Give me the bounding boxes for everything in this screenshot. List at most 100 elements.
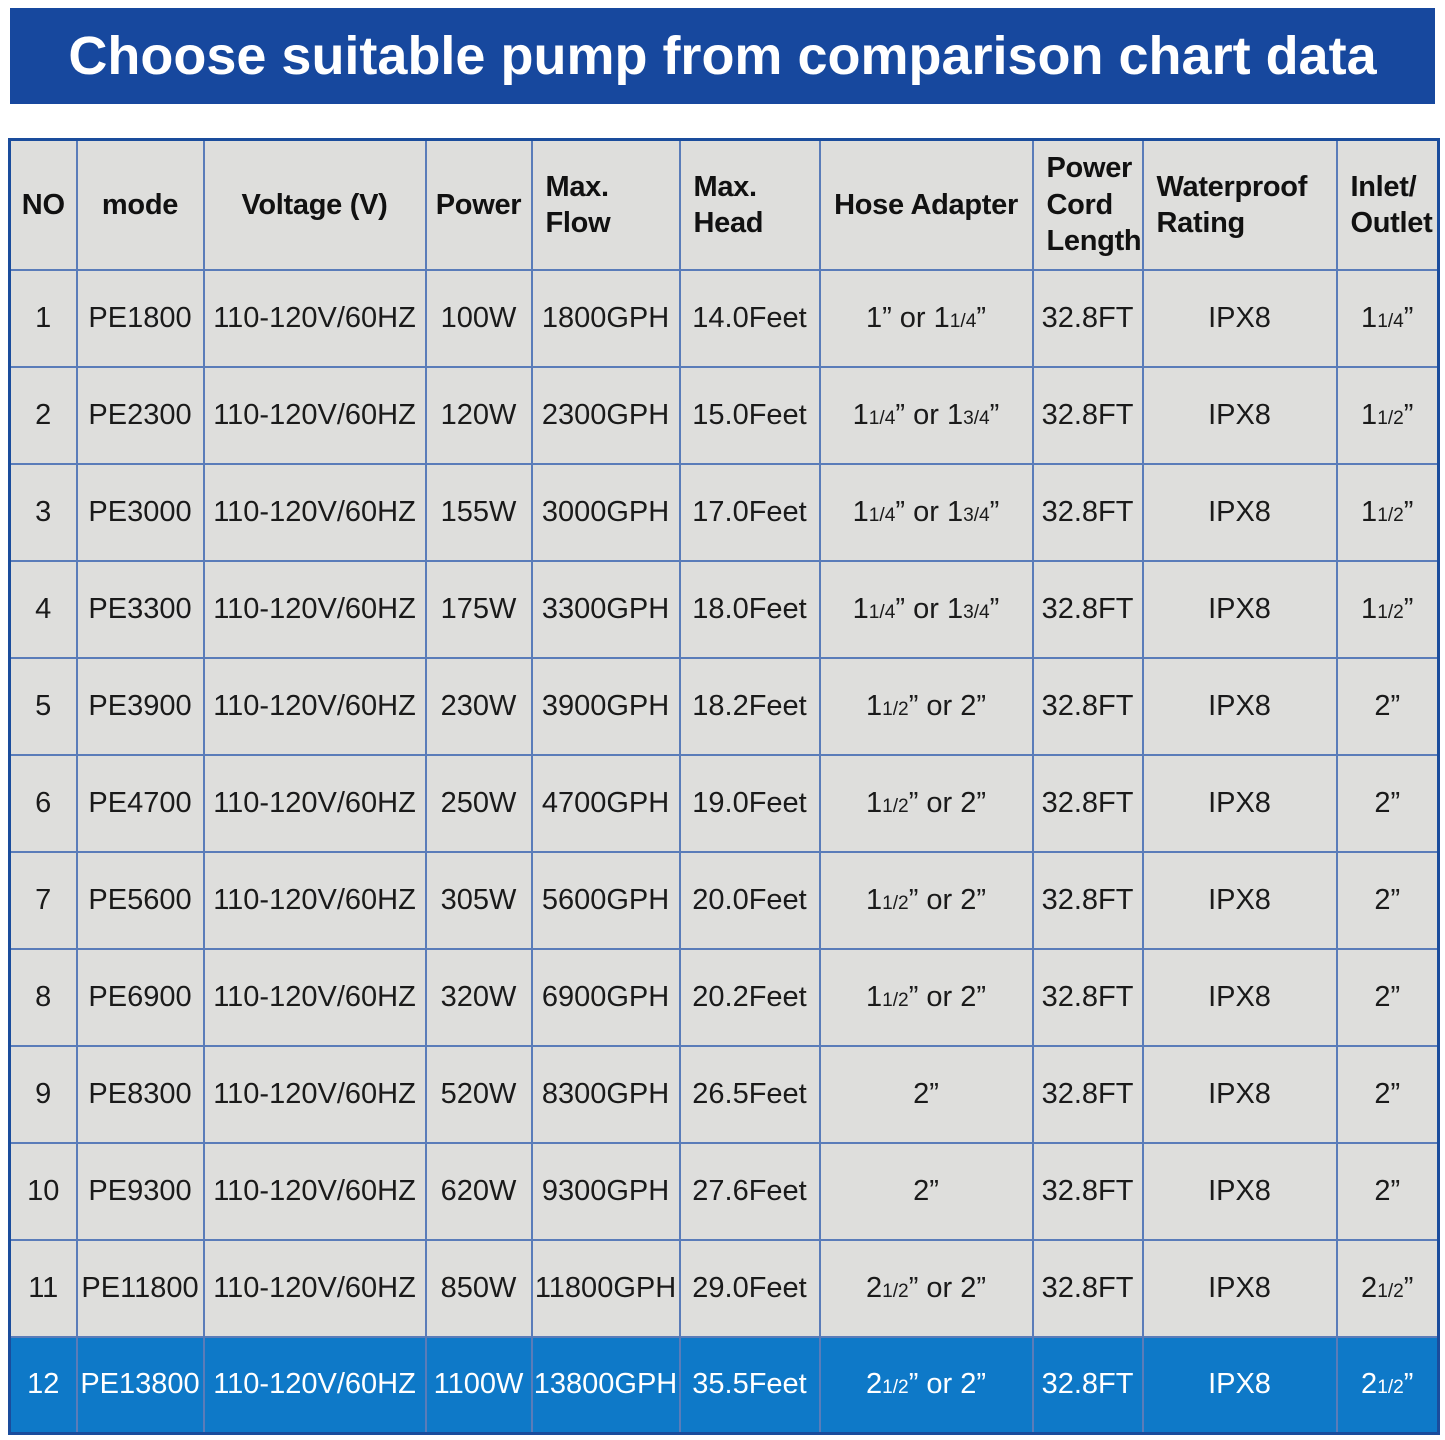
cell-max-head: 29.0Feet: [678, 1238, 821, 1338]
cell-power-cord-length: 32.8FT: [1031, 365, 1144, 465]
cell-hose-adapter: 21/2” or 2”: [818, 1335, 1034, 1435]
cell-mode: PE4700: [75, 753, 205, 853]
table-row: 5 PE3900 110-120V/60HZ 230W 3900GPH 18.2Feet 1…: [8, 656, 1440, 756]
cell-inlet-outlet: 2”: [1335, 1141, 1440, 1241]
cell-power: 120W: [424, 365, 533, 465]
cell-hose-adapter: 11/4” or 13/4”: [818, 462, 1034, 562]
table-row: 11 PE11800 110-120V/60HZ 850W 11800GPH 29.0Fe…: [8, 1238, 1440, 1338]
cell-max-head: 18.2Feet: [678, 656, 821, 756]
table-row: 1 PE1800 110-120V/60HZ 100W 1800GPH 14.0Feet 1…: [8, 268, 1440, 368]
cell-mode: PE1800: [75, 268, 205, 368]
cell-mode: PE2300: [75, 365, 205, 465]
cell-power: 1100W: [424, 1335, 533, 1435]
column-header-power: Power: [424, 138, 533, 271]
cell-inlet-outlet: 11/2”: [1335, 559, 1440, 659]
cell-voltage: 110-120V/60HZ: [202, 268, 427, 368]
cell-hose-adapter: 11/2” or 2”: [818, 656, 1034, 756]
cell-no: 1: [8, 268, 78, 368]
cell-inlet-outlet: 2”: [1335, 1044, 1440, 1144]
cell-voltage: 110-120V/60HZ: [202, 1335, 427, 1435]
cell-max-flow: 2300GPH: [530, 365, 681, 465]
cell-hose-adapter: 11/4” or 13/4”: [818, 365, 1034, 465]
cell-inlet-outlet: 21/2”: [1335, 1238, 1440, 1338]
pump-comparison-table: NO mode Voltage (V) Power Max. Flow Max.…: [8, 138, 1440, 1435]
cell-no: 11: [8, 1238, 78, 1338]
cell-power-cord-length: 32.8FT: [1031, 1044, 1144, 1144]
cell-max-head: 26.5Feet: [678, 1044, 821, 1144]
cell-mode: PE8300: [75, 1044, 205, 1144]
cell-no: 5: [8, 656, 78, 756]
cell-power-cord-length: 32.8FT: [1031, 462, 1144, 562]
cell-max-flow: 5600GPH: [530, 850, 681, 950]
column-header-waterproof-rating: Waterproof Rating: [1141, 138, 1338, 271]
table-row: 2 PE2300 110-120V/60HZ 120W 2300GPH 15.0Feet 1…: [8, 365, 1440, 465]
cell-mode: PE3300: [75, 559, 205, 659]
cell-max-head: 19.0Feet: [678, 753, 821, 853]
cell-power-cord-length: 32.8FT: [1031, 268, 1144, 368]
table-row: 9 PE8300 110-120V/60HZ 520W 8300GPH 26.5Feet 2…: [8, 1044, 1440, 1144]
cell-mode: PE6900: [75, 947, 205, 1047]
cell-max-head: 15.0Feet: [678, 365, 821, 465]
cell-hose-adapter: 11/4” or 13/4”: [818, 559, 1034, 659]
cell-max-flow: 8300GPH: [530, 1044, 681, 1144]
cell-inlet-outlet: 2”: [1335, 850, 1440, 950]
column-header-max-head: Max. Head: [678, 138, 821, 271]
cell-mode: PE11800: [75, 1238, 205, 1338]
cell-power-cord-length: 32.8FT: [1031, 850, 1144, 950]
cell-power: 100W: [424, 268, 533, 368]
cell-max-head: 17.0Feet: [678, 462, 821, 562]
cell-power-cord-length: 32.8FT: [1031, 656, 1144, 756]
cell-hose-adapter: 1” or 11/4”: [818, 268, 1034, 368]
cell-power-cord-length: 32.8FT: [1031, 1238, 1144, 1338]
cell-voltage: 110-120V/60HZ: [202, 1141, 427, 1241]
cell-max-head: 14.0Feet: [678, 268, 821, 368]
table-row: 10 PE9300 110-120V/60HZ 620W 9300GPH 27.6Feet…: [8, 1141, 1440, 1241]
column-header-voltage: Voltage (V): [202, 138, 427, 271]
page-title: Choose suitable pump from comparison cha…: [68, 26, 1377, 86]
cell-hose-adapter: 2”: [818, 1141, 1034, 1241]
cell-waterproof-rating: IPX8: [1141, 850, 1338, 950]
cell-no: 10: [8, 1141, 78, 1241]
cell-voltage: 110-120V/60HZ: [202, 753, 427, 853]
cell-max-flow: 3900GPH: [530, 656, 681, 756]
cell-voltage: 110-120V/60HZ: [202, 947, 427, 1047]
cell-voltage: 110-120V/60HZ: [202, 1238, 427, 1338]
column-header-power-cord-length: Power Cord Length: [1031, 138, 1144, 271]
cell-power-cord-length: 32.8FT: [1031, 753, 1144, 853]
cell-waterproof-rating: IPX8: [1141, 559, 1338, 659]
cell-inlet-outlet: 2”: [1335, 753, 1440, 853]
cell-max-head: 20.2Feet: [678, 947, 821, 1047]
table-header-row: NO mode Voltage (V) Power Max. Flow Max.…: [8, 138, 1440, 271]
cell-max-head: 35.5Feet: [678, 1335, 821, 1435]
cell-power: 250W: [424, 753, 533, 853]
cell-hose-adapter: 11/2” or 2”: [818, 753, 1034, 853]
cell-waterproof-rating: IPX8: [1141, 1141, 1338, 1241]
table-row: 8 PE6900 110-120V/60HZ 320W 6900GPH 20.2Feet 1…: [8, 947, 1440, 1047]
cell-voltage: 110-120V/60HZ: [202, 462, 427, 562]
table-row: 7 PE5600 110-120V/60HZ 305W 5600GPH 20.0Feet 1…: [8, 850, 1440, 950]
cell-voltage: 110-120V/60HZ: [202, 656, 427, 756]
cell-power: 305W: [424, 850, 533, 950]
cell-mode: PE5600: [75, 850, 205, 950]
cell-no: 7: [8, 850, 78, 950]
cell-power: 230W: [424, 656, 533, 756]
cell-waterproof-rating: IPX8: [1141, 462, 1338, 562]
cell-max-flow: 9300GPH: [530, 1141, 681, 1241]
cell-no: 9: [8, 1044, 78, 1144]
column-header-inlet-outlet: Inlet/ Outlet: [1335, 138, 1440, 271]
cell-power-cord-length: 32.8FT: [1031, 559, 1144, 659]
cell-power: 155W: [424, 462, 533, 562]
cell-max-flow: 13800GPH: [530, 1335, 681, 1435]
cell-max-flow: 3300GPH: [530, 559, 681, 659]
column-header-hose-adapter: Hose Adapter: [818, 138, 1034, 271]
cell-waterproof-rating: IPX8: [1141, 753, 1338, 853]
cell-hose-adapter: 11/2” or 2”: [818, 947, 1034, 1047]
cell-waterproof-rating: IPX8: [1141, 656, 1338, 756]
cell-no: 4: [8, 559, 78, 659]
cell-inlet-outlet: 11/4”: [1335, 268, 1440, 368]
cell-max-head: 18.0Feet: [678, 559, 821, 659]
cell-inlet-outlet: 11/2”: [1335, 462, 1440, 562]
table-row: 6 PE4700 110-120V/60HZ 250W 4700GPH 19.0Feet 1…: [8, 753, 1440, 853]
cell-hose-adapter: 2”: [818, 1044, 1034, 1144]
